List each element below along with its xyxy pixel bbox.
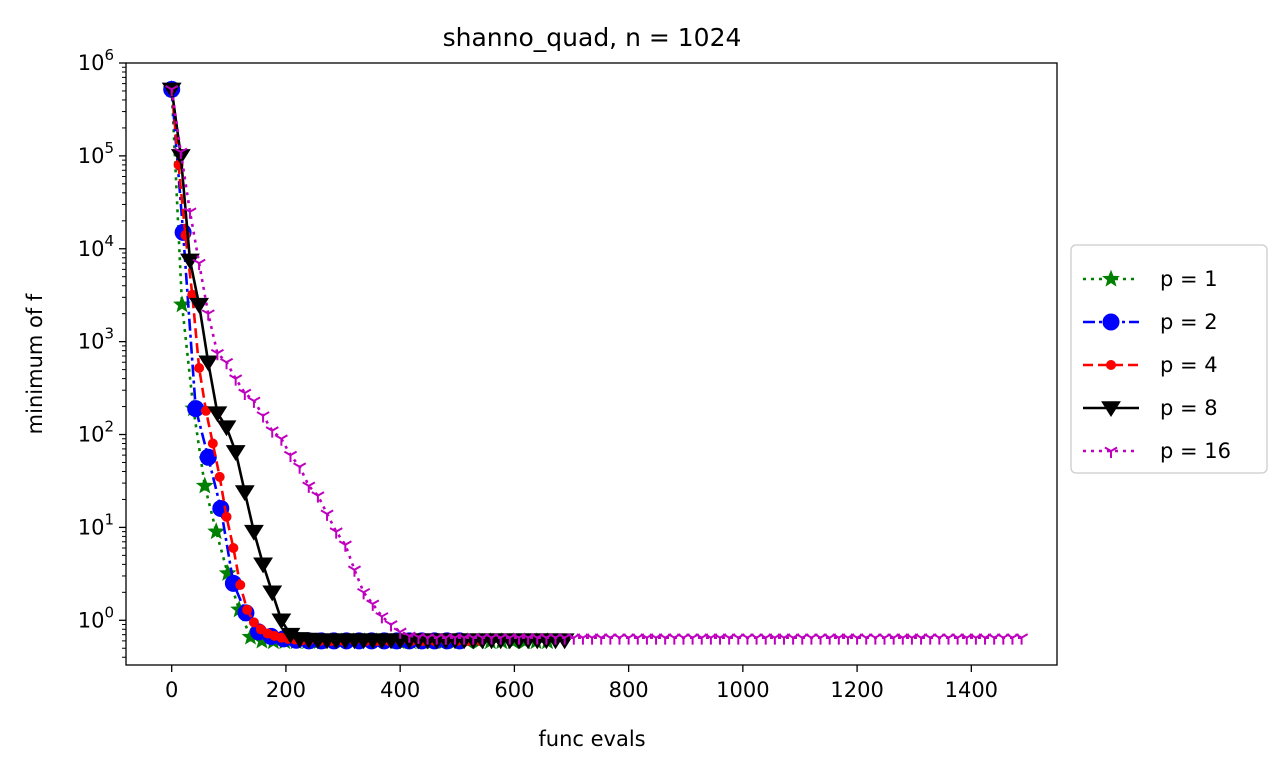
data-point — [207, 438, 218, 449]
data-point — [210, 348, 224, 361]
data-point — [207, 522, 226, 540]
data-point — [311, 491, 325, 503]
data-point — [228, 543, 239, 554]
data-point — [221, 511, 232, 522]
legend-marker — [1106, 360, 1116, 370]
data-point — [384, 620, 398, 632]
x-tick-label: 600 — [494, 678, 534, 702]
y-tick-label: 103 — [78, 325, 114, 354]
data-point — [244, 524, 264, 541]
data-point — [274, 434, 288, 446]
data-point — [338, 540, 352, 552]
data-point — [218, 564, 237, 581]
data-point — [375, 612, 389, 624]
data-point — [238, 388, 252, 400]
y-tick-label: 104 — [78, 232, 114, 261]
series-line — [170, 89, 1022, 640]
x-tick-label: 800 — [609, 678, 649, 702]
data-point — [187, 400, 205, 418]
y-tick-label: 106 — [78, 46, 114, 75]
data-point — [219, 357, 234, 370]
data-point — [192, 258, 206, 271]
data-point — [235, 579, 246, 590]
legend: p = 1 p = 2 p = 4 p = 8 p = 16 — [1070, 244, 1268, 474]
data-point — [199, 448, 217, 466]
data-point — [201, 309, 215, 321]
y-axis: 100 101 102 103 104 105 106 — [78, 46, 126, 658]
data-point — [195, 476, 214, 494]
data-point — [293, 462, 307, 474]
legend-marker — [1102, 313, 1120, 331]
series-4 — [161, 82, 575, 650]
x-tick-label: 1200 — [830, 678, 883, 702]
y-tick-label: 101 — [78, 510, 114, 539]
y-axis-label: minimum of f — [23, 293, 47, 434]
legend-label: p = 8 — [1160, 396, 1218, 420]
data-point — [283, 450, 298, 463]
data-point — [393, 627, 407, 639]
legend-label: p = 2 — [1160, 310, 1218, 334]
data-point — [198, 355, 219, 372]
data-point — [183, 207, 197, 219]
data-point — [320, 509, 334, 521]
data-point — [189, 297, 210, 314]
data-point — [347, 565, 362, 577]
data-point — [357, 587, 371, 600]
data-point — [1015, 633, 1029, 645]
data-point — [271, 613, 292, 630]
y-tick-label: 100 — [78, 603, 114, 632]
plot-area — [161, 80, 1029, 650]
plot-frame — [125, 62, 1058, 666]
x-tick-label: 1000 — [716, 678, 769, 702]
data-point — [366, 599, 380, 611]
x-axis-label: func evals — [538, 727, 645, 751]
series-line — [170, 89, 565, 642]
series-3 — [166, 84, 486, 646]
chart-title: shanno_quad, n = 1024 — [443, 23, 742, 52]
x-axis: 0 200 400 600 800 1000 1200 1400 — [165, 665, 998, 702]
series-line — [170, 89, 460, 643]
data-point — [216, 420, 237, 437]
data-point — [214, 471, 225, 482]
y-tick-label: 102 — [78, 418, 114, 447]
data-point — [248, 617, 259, 628]
x-tick-label: 0 — [165, 678, 178, 702]
legend-marker — [1101, 401, 1121, 418]
data-point — [234, 485, 255, 502]
data-point — [265, 426, 279, 438]
data-point — [242, 604, 253, 615]
series-line — [170, 89, 481, 643]
data-point — [174, 147, 188, 160]
series-5 — [165, 85, 1029, 645]
data-point — [229, 374, 243, 386]
data-point — [329, 527, 343, 539]
data-point — [256, 411, 270, 423]
series-line — [170, 89, 548, 643]
data-point — [207, 406, 228, 423]
data-point — [165, 85, 179, 97]
legend-box — [1070, 244, 1268, 474]
data-point — [247, 396, 261, 408]
data-point — [225, 445, 246, 461]
legend-label: p = 1 — [1160, 267, 1218, 291]
y-tick-label: 105 — [78, 139, 114, 168]
data-point — [253, 557, 273, 574]
x-tick-label: 400 — [380, 678, 420, 702]
legend-label: p = 4 — [1160, 353, 1218, 377]
data-point — [262, 585, 283, 602]
series-1 — [162, 80, 557, 650]
x-tick-label: 200 — [266, 678, 306, 702]
data-point — [194, 363, 205, 374]
legend-marker — [1102, 269, 1120, 287]
data-point — [302, 481, 316, 493]
legend-label: p = 16 — [1160, 439, 1231, 463]
x-tick-label: 1400 — [945, 678, 998, 702]
legend-marker — [1104, 446, 1118, 458]
